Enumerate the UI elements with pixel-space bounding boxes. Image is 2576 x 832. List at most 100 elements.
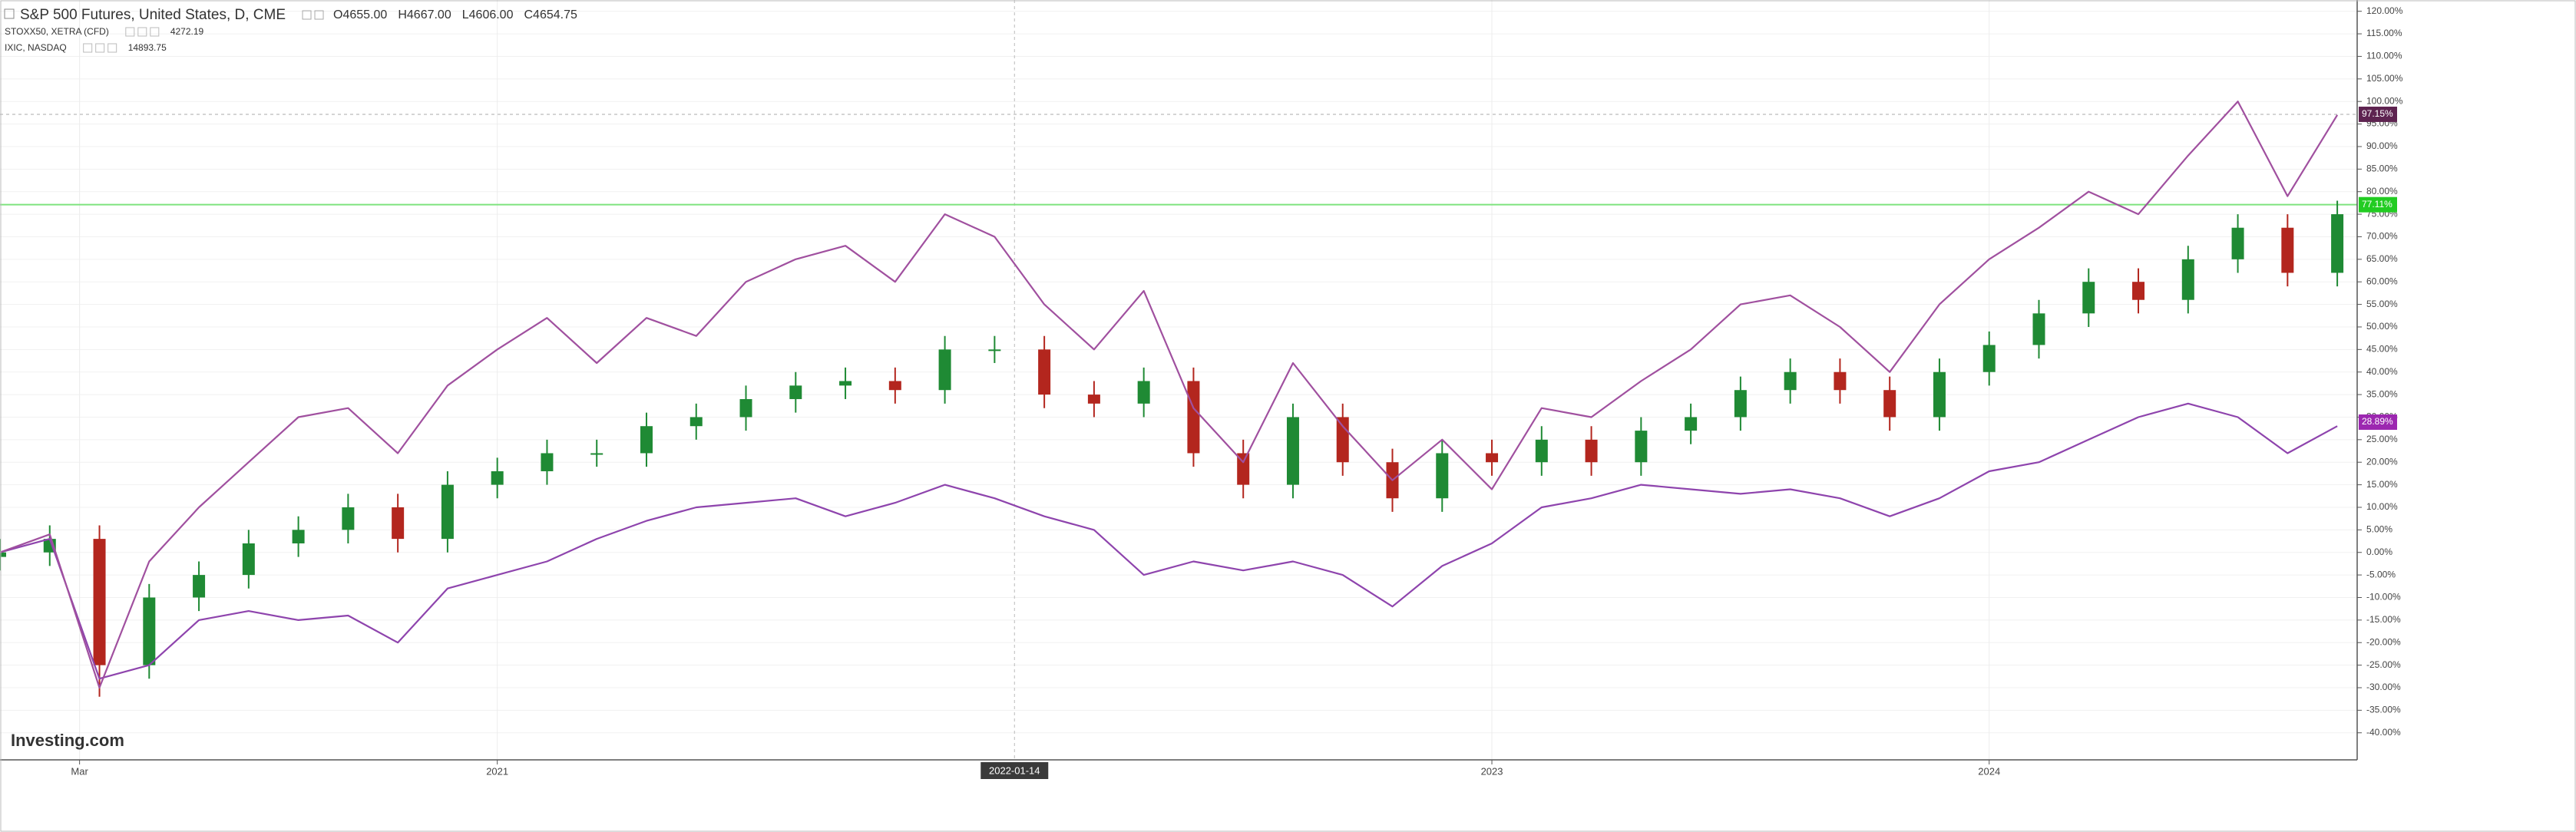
legend-icon bbox=[125, 27, 135, 37]
candle-body bbox=[1982, 345, 1996, 372]
y-tick-label: 80.00% bbox=[2366, 186, 2398, 196]
candle-body bbox=[491, 470, 504, 485]
candle-body bbox=[739, 398, 752, 418]
y-tick-label: -10.00% bbox=[2366, 592, 2401, 603]
legend-icon bbox=[302, 10, 312, 20]
y-tick-label: -20.00% bbox=[2366, 636, 2401, 647]
candle-body bbox=[292, 530, 305, 543]
y-tick-label: 100.00% bbox=[2366, 95, 2403, 106]
y-tick-label: 115.00% bbox=[2366, 28, 2402, 38]
legend-value: 4272.19 bbox=[170, 26, 204, 37]
ohlc-value: 4667.00 bbox=[407, 8, 451, 21]
x-tick-label: 2021 bbox=[486, 765, 508, 777]
legend-name: IXIC, NASDAQ bbox=[5, 42, 67, 53]
candle-body bbox=[1933, 371, 1946, 418]
y-tick-label: 45.00% bbox=[2366, 344, 2398, 355]
candle-body bbox=[1834, 371, 1847, 391]
legend-icon bbox=[95, 43, 105, 53]
candle-body bbox=[640, 426, 653, 454]
candle-body bbox=[1436, 453, 1449, 499]
y-tick-label: -25.00% bbox=[2366, 659, 2401, 670]
candle-body bbox=[1237, 453, 1250, 485]
candle-body bbox=[2281, 227, 2294, 273]
ohlc-label: H bbox=[398, 8, 407, 21]
ohlc-label: L bbox=[462, 8, 469, 21]
last-value-label: 28.89% bbox=[2362, 416, 2393, 427]
y-tick-label: -40.00% bbox=[2366, 727, 2401, 738]
candle-body bbox=[1087, 395, 1100, 404]
candle-body bbox=[193, 575, 206, 598]
candle-body bbox=[1535, 439, 1548, 463]
candle-body bbox=[1784, 371, 1797, 391]
y-tick-label: -30.00% bbox=[2366, 682, 2401, 692]
y-tick-label: 70.00% bbox=[2366, 231, 2398, 242]
candle-body bbox=[1486, 453, 1499, 463]
plot-area bbox=[0, 101, 2357, 697]
candle-body bbox=[143, 597, 156, 665]
ohlc-label: C bbox=[524, 8, 533, 21]
y-tick-label: 120.00% bbox=[2366, 5, 2403, 16]
candle-body bbox=[0, 552, 6, 557]
candle-body bbox=[2032, 313, 2045, 345]
crosshair-label: 2022-01-14 bbox=[989, 764, 1040, 776]
ohlc-value: 4606.00 bbox=[469, 8, 514, 21]
candle-body bbox=[1336, 417, 1349, 463]
y-tick-label: 20.00% bbox=[2366, 456, 2398, 467]
y-tick-label: 85.00% bbox=[2366, 163, 2398, 173]
crosshair-label-bg bbox=[980, 762, 1049, 779]
candle-body bbox=[342, 507, 355, 530]
last-value-tag bbox=[2359, 106, 2397, 122]
candle-body bbox=[2082, 282, 2095, 314]
candle-body bbox=[1286, 417, 1299, 485]
legend-icon bbox=[314, 10, 324, 20]
candle-body bbox=[1187, 381, 1200, 454]
y-tick-label: 50.00% bbox=[2366, 321, 2398, 332]
candle-body bbox=[1685, 417, 1698, 431]
legend-icon bbox=[107, 43, 117, 53]
candle-body bbox=[2132, 282, 2145, 300]
candle-body bbox=[1635, 431, 1648, 463]
y-tick-label: 65.00% bbox=[2366, 253, 2398, 264]
last-value-tag bbox=[2359, 414, 2397, 430]
candle-body bbox=[1883, 390, 1896, 418]
series-line bbox=[0, 101, 2339, 689]
candle-body bbox=[2181, 259, 2194, 300]
chart-title: S&P 500 Futures, United States, D, CME bbox=[20, 7, 286, 23]
candle-body bbox=[938, 349, 951, 391]
y-tick-label: -5.00% bbox=[2366, 569, 2396, 579]
y-tick-label: 110.00% bbox=[2366, 51, 2402, 61]
candle-body bbox=[888, 381, 901, 391]
y-tick-label: 60.00% bbox=[2366, 276, 2398, 286]
ohlc-value: 4655.00 bbox=[342, 8, 387, 21]
candle-body bbox=[1137, 381, 1150, 404]
y-tick-label: 35.00% bbox=[2366, 388, 2398, 399]
y-tick-label: 40.00% bbox=[2366, 366, 2398, 377]
candle-body bbox=[590, 453, 603, 455]
legend-icon bbox=[150, 27, 160, 37]
candle-body bbox=[1734, 390, 1747, 418]
ohlc-value: 4654.75 bbox=[533, 8, 577, 21]
candle-body bbox=[1585, 439, 1598, 463]
y-tick-label: 15.00% bbox=[2366, 479, 2398, 490]
y-tick-label: 0.00% bbox=[2366, 546, 2392, 557]
candle-body bbox=[441, 484, 454, 540]
x-tick-label: 2024 bbox=[1978, 765, 2000, 777]
y-tick-label: -15.00% bbox=[2366, 614, 2401, 625]
last-value-label: 97.15% bbox=[2362, 108, 2393, 119]
candle-body bbox=[839, 381, 852, 386]
x-tick-label: Mar bbox=[71, 765, 88, 777]
y-tick-label: -35.00% bbox=[2366, 705, 2401, 715]
legend-name: STOXX50, XETRA (CFD) bbox=[5, 26, 109, 37]
series-line bbox=[0, 402, 2338, 680]
collapse-icon bbox=[4, 8, 15, 19]
candle-body bbox=[689, 417, 703, 427]
candle-body bbox=[2231, 227, 2244, 259]
y-tick-label: 10.00% bbox=[2366, 501, 2398, 512]
candle-body bbox=[2331, 214, 2344, 273]
candle-body bbox=[1038, 349, 1051, 395]
y-tick-label: 5.00% bbox=[2366, 524, 2392, 535]
grid bbox=[0, 0, 2357, 760]
last-value-tag bbox=[2359, 196, 2397, 213]
